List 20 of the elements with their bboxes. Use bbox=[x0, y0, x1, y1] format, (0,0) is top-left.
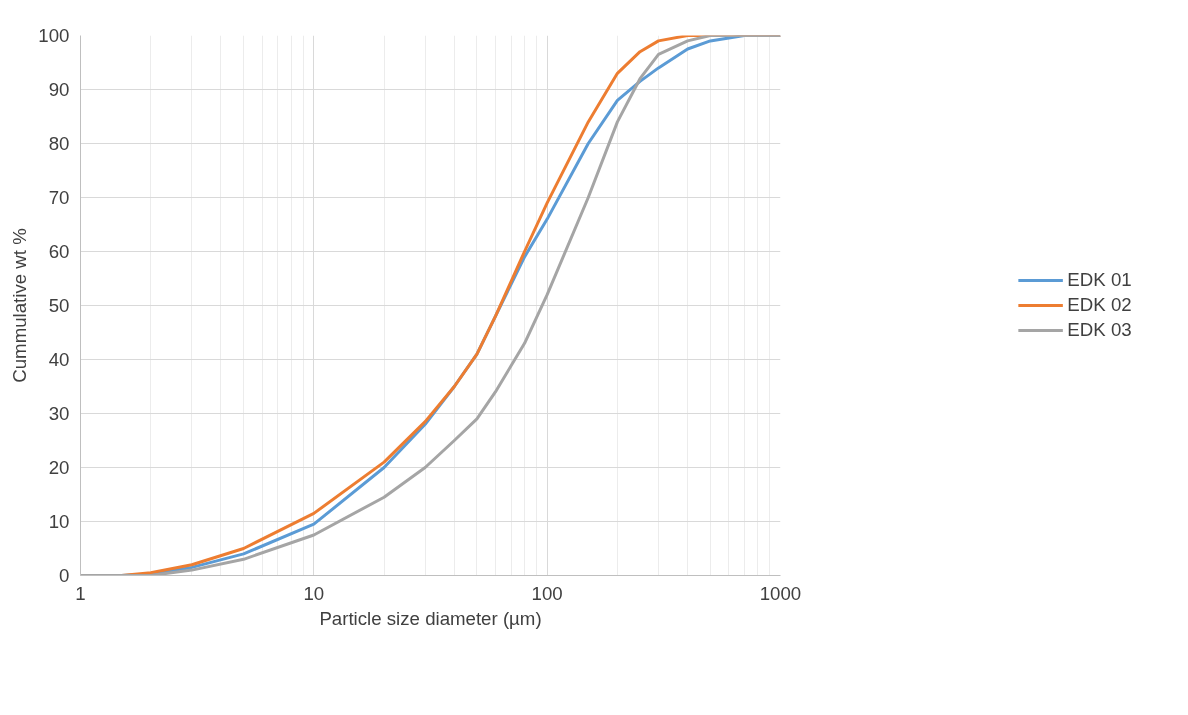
y-tick-label: 100 bbox=[38, 25, 70, 46]
y-tick-label: 0 bbox=[59, 565, 70, 586]
y-tick-label: 40 bbox=[48, 349, 70, 370]
y-tick-label: 70 bbox=[48, 187, 70, 208]
y-tick-label: 20 bbox=[48, 457, 70, 478]
x-tick-label: 10 bbox=[303, 582, 325, 604]
legend-label: EDK 02 bbox=[1067, 294, 1132, 316]
y-tick-label: 10 bbox=[48, 511, 70, 532]
x-axis-title: Particle size diameter (µm) bbox=[319, 607, 542, 629]
y-tick-label: 80 bbox=[48, 133, 70, 154]
x-tick-label: 1000 bbox=[759, 582, 802, 604]
x-tick-label: 1 bbox=[75, 582, 86, 604]
y-tick-label: 90 bbox=[48, 79, 70, 100]
y-tick-label: 50 bbox=[48, 295, 70, 316]
y-axis-title: Cummulative wt % bbox=[9, 228, 31, 383]
y-tick-label: 30 bbox=[48, 403, 70, 424]
legend-label: EDK 01 bbox=[1067, 269, 1132, 291]
y-tick-label: 60 bbox=[48, 241, 70, 262]
x-tick-label: 100 bbox=[531, 582, 563, 604]
legend-label: EDK 03 bbox=[1067, 319, 1132, 341]
